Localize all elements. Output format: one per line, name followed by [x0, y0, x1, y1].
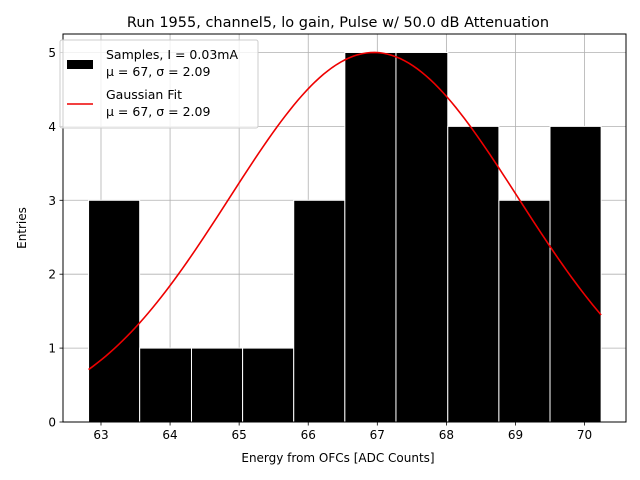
- histogram-bar: [139, 347, 192, 423]
- histogram-bar: [242, 347, 295, 423]
- histogram-bar: [190, 347, 244, 423]
- x-axis: 63 64 65 66 67 68 69 70: [93, 422, 592, 442]
- legend-frame: [59, 39, 259, 129]
- histogram-bar: [498, 199, 551, 423]
- y-axis-label: Entries: [15, 207, 29, 249]
- x-tick-label: 67: [370, 428, 385, 442]
- legend-fit-label: Gaussian Fit: [106, 87, 182, 102]
- x-axis-label: Energy from OFCs [ADC Counts]: [241, 451, 434, 465]
- plot-frame: [62, 33, 627, 423]
- y-axis: 0 1 2 3 4 5: [48, 46, 63, 430]
- y-tick-label: 3: [48, 194, 56, 208]
- y-tick-label: 1: [48, 342, 56, 356]
- x-tick-label: 64: [162, 428, 177, 442]
- histogram-bars: [88, 51, 602, 423]
- legend-histogram-swatch: [67, 60, 93, 69]
- legend-histogram-stats: μ = 67, σ = 2.09: [106, 64, 210, 79]
- histogram-bar: [549, 125, 602, 423]
- legend-fit-stats: μ = 67, σ = 2.09: [106, 104, 210, 119]
- y-tick-label: 2: [48, 268, 56, 282]
- chart-title: Run 1955, channel5, lo gain, Pulse w/ 50…: [127, 15, 549, 31]
- x-tick-label: 70: [577, 428, 592, 442]
- histogram-bar: [447, 125, 500, 423]
- x-tick-label: 68: [439, 428, 454, 442]
- x-tick-label: 66: [301, 428, 316, 442]
- y-tick-label: 4: [48, 120, 56, 134]
- histogram-bar: [395, 51, 449, 423]
- legend: Samples, I = 0.03mA μ = 67, σ = 2.09 Gau…: [59, 39, 259, 129]
- legend-histogram-label: Samples, I = 0.03mA: [106, 47, 238, 62]
- x-tick-label: 63: [93, 428, 108, 442]
- y-tick-label: 5: [48, 46, 56, 60]
- y-tick-label: 0: [48, 416, 56, 430]
- x-tick-label: 69: [508, 428, 523, 442]
- histogram-bar: [293, 199, 346, 423]
- histogram-bar: [88, 199, 141, 423]
- fit-curve-group: [88, 51, 602, 371]
- x-tick-label: 65: [232, 428, 247, 442]
- histogram-bar: [344, 51, 397, 423]
- gaussian-fit-curve: [88, 51, 602, 371]
